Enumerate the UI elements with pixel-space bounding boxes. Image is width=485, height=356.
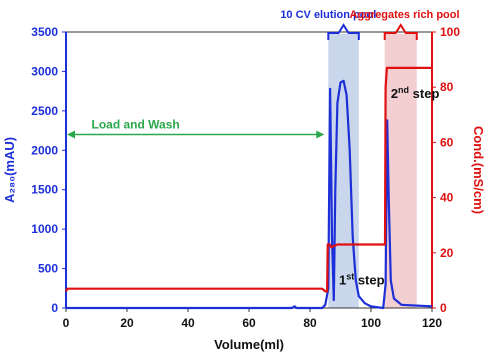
y-right-tick-label: 60 (440, 135, 454, 149)
y-right-tick-label: 80 (440, 80, 454, 94)
plot-border (65, 31, 433, 309)
y-left-tick-label: 0 (51, 301, 58, 315)
y-axis-left-label: A₂₈₀(mAU) (2, 137, 17, 203)
y-left-tick-label: 1000 (31, 222, 58, 236)
x-tick-label: 120 (422, 316, 442, 330)
series-lines (65, 66, 433, 310)
pool-bracket-1 (327, 23, 360, 40)
x-tick-label: 80 (303, 316, 317, 330)
pool-bracket-2 (383, 23, 418, 40)
y-left-tick-label: 500 (38, 262, 58, 276)
plot-frame (65, 31, 433, 309)
first-step-label: 1st step (339, 271, 385, 287)
aggregates-pool-label: Aggregates rich pool (350, 9, 460, 21)
load-wash-arrow-head-right (316, 130, 325, 139)
x-tick-label: 60 (242, 316, 256, 330)
pool-bands (328, 34, 417, 308)
x-tick-label: 100 (361, 316, 381, 330)
y-left-tick-label: 3000 (31, 64, 58, 78)
y-left-tick-label: 1500 (31, 183, 58, 197)
second-step-label: 2nd step (391, 85, 440, 101)
y-right-tick-label: 40 (440, 191, 454, 205)
pool-brackets (67, 23, 418, 139)
y-right-tick-label: 0 (440, 301, 447, 315)
x-tick-label: 0 (63, 316, 70, 330)
annotations: Load and Wash 1st step 2nd step 10 CV el… (92, 9, 460, 287)
elution-pool-label: 10 CV elution pool (280, 9, 376, 21)
y-left-tick-label: 3500 (31, 25, 58, 39)
load-and-wash-label: Load and Wash (92, 118, 180, 132)
x-tick-label: 20 (120, 316, 134, 330)
y-left-tick-label: 2500 (31, 104, 58, 118)
conductivity-trace (65, 66, 432, 293)
x-axis-label: Volume(ml) (214, 337, 284, 352)
axis-ticks: 0 20 40 60 80 100 1200500100015002000250030003… (31, 25, 460, 330)
load-wash-arrow-head-left (67, 130, 75, 139)
y-right-tick-label: 100 (440, 25, 460, 39)
y-right-tick-label: 20 (440, 246, 454, 260)
absorbance-trace (66, 79, 433, 310)
y-left-tick-label: 2000 (31, 143, 58, 157)
y-axis-right-label: Cond.(mS/cm) (471, 126, 485, 214)
x-tick-label: 40 (181, 316, 195, 330)
